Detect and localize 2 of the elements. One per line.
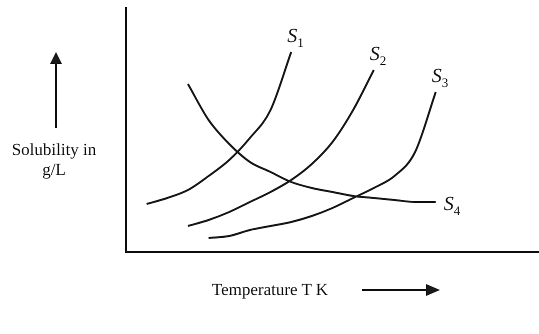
y-axis-title: Solubility in g/L [10, 140, 98, 180]
x-axis-title: Temperature T K [210, 280, 330, 300]
